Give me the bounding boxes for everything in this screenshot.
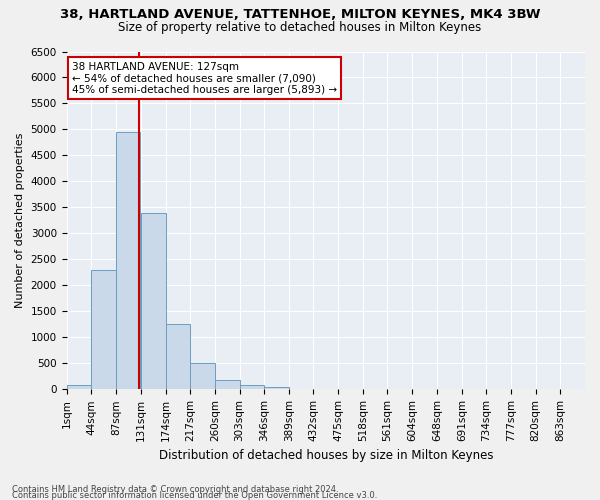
Bar bbox=[91, 270, 116, 390]
Bar bbox=[67, 385, 91, 390]
Bar bbox=[166, 324, 190, 390]
Bar bbox=[190, 364, 215, 390]
Text: Size of property relative to detached houses in Milton Keynes: Size of property relative to detached ho… bbox=[118, 22, 482, 35]
Bar bbox=[215, 380, 239, 390]
Bar bbox=[239, 384, 264, 390]
Text: 38 HARTLAND AVENUE: 127sqm
← 54% of detached houses are smaller (7,090)
45% of s: 38 HARTLAND AVENUE: 127sqm ← 54% of deta… bbox=[72, 62, 337, 95]
Text: 38, HARTLAND AVENUE, TATTENHOE, MILTON KEYNES, MK4 3BW: 38, HARTLAND AVENUE, TATTENHOE, MILTON K… bbox=[60, 8, 540, 20]
Text: Contains public sector information licensed under the Open Government Licence v3: Contains public sector information licen… bbox=[12, 490, 377, 500]
Bar bbox=[116, 132, 140, 390]
X-axis label: Distribution of detached houses by size in Milton Keynes: Distribution of detached houses by size … bbox=[158, 450, 493, 462]
Bar bbox=[141, 212, 166, 390]
Y-axis label: Number of detached properties: Number of detached properties bbox=[15, 132, 25, 308]
Text: Contains HM Land Registry data © Crown copyright and database right 2024.: Contains HM Land Registry data © Crown c… bbox=[12, 484, 338, 494]
Bar bbox=[264, 387, 289, 390]
